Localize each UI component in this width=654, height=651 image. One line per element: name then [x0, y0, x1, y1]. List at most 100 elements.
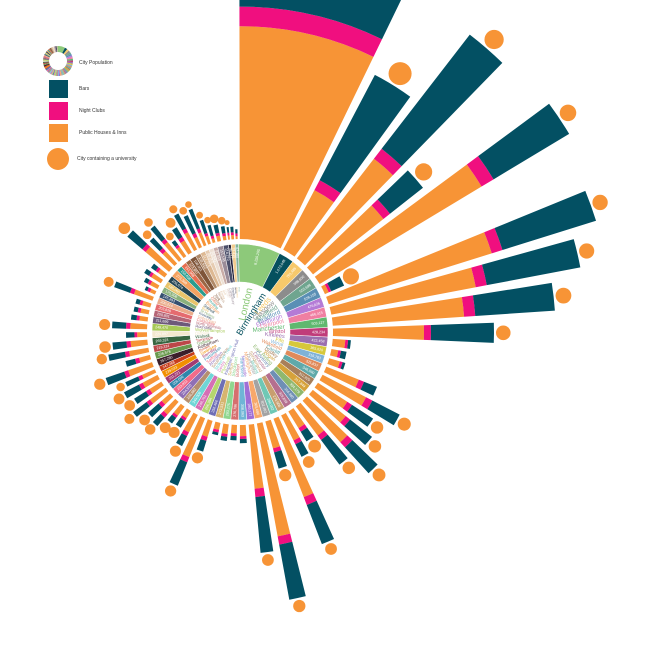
legend-donut-segment	[43, 62, 50, 66]
bar-bars-birmingham	[319, 74, 411, 194]
bar-night-clubs-aberdeen	[160, 410, 168, 418]
bar-pubs-belfast	[273, 416, 314, 498]
population-label-liverpool: 466,415	[310, 311, 324, 318]
legend-donut-segment	[54, 46, 57, 53]
bar-bars-tameside	[108, 351, 126, 361]
city-name-nottingham: Nottingham	[242, 351, 253, 376]
bar-pubs-bradford	[321, 284, 329, 295]
legend-donut-segment	[66, 63, 73, 67]
legend-donut-segment	[52, 46, 55, 53]
population-label-reading: 155,698	[180, 269, 192, 281]
legend-donut-segment	[44, 54, 51, 58]
population-label-sheffield: 552,698	[299, 283, 312, 294]
population-label-nottingham: 305,680	[253, 402, 260, 416]
bar-pubs-stockport	[221, 423, 229, 435]
bar-pubs-bath	[198, 232, 207, 247]
bar-bars-leicester	[300, 427, 314, 442]
population-label-sandwell: 308,063	[240, 404, 244, 417]
bar-bars-bradford	[327, 276, 345, 292]
legend-donut-segment	[65, 53, 72, 58]
population-label-doncaster: 302,402	[260, 400, 268, 414]
city-name-inverness: Inverness	[235, 287, 239, 299]
population-label-wolverhampton: 249,470	[155, 325, 168, 330]
legend-donut-segment	[44, 64, 51, 69]
bar-night-clubs-walsall	[126, 341, 132, 348]
city-name-bolton: Bolton	[235, 363, 241, 377]
bar-night-clubs-chester	[222, 233, 226, 237]
legend-donut-segment	[65, 65, 72, 70]
legend-donut-segment	[56, 46, 58, 53]
bar-bars-swansea	[123, 384, 142, 399]
bar-night-clubs-london	[239, 6, 383, 57]
city-name-chester: Chester	[231, 287, 237, 298]
university-marker-cambridge	[165, 232, 174, 241]
bar-night-clubs-edinburgh	[484, 227, 503, 254]
population-label-durham: 87,656	[214, 250, 221, 262]
bar-pubs-chester	[222, 235, 227, 241]
legend-label-night-clubs: Night Clubs	[79, 108, 105, 114]
bar-night-clubs-exeter	[192, 233, 198, 239]
university-marker-edinburgh	[592, 194, 608, 211]
bar-night-clubs-york	[178, 236, 185, 244]
population-label-st-helens: 175,308	[165, 289, 178, 299]
bar-pubs-leicester	[288, 408, 305, 429]
legend-donut-segment	[43, 62, 50, 65]
university-marker-canterbury	[209, 214, 219, 224]
bar-pubs-wolverhampton	[130, 323, 148, 330]
bar-bars-calderdale	[135, 298, 141, 305]
university-marker-birmingham	[388, 62, 412, 86]
legend-donut-segment	[60, 69, 63, 76]
bar-bars-dudley	[347, 404, 374, 427]
bar-night-clubs-bath	[196, 228, 202, 234]
legend-donut-segment	[62, 47, 68, 54]
legend-donut-segment	[66, 62, 73, 66]
city-name-perth: Perth	[237, 287, 240, 292]
bar-bars-leeds	[381, 34, 503, 167]
bar-night-clubs-swansea	[138, 382, 146, 390]
population-label-bolton: 276,786	[233, 404, 238, 417]
bar-night-clubs-stirling	[227, 232, 230, 236]
bar-pubs-gateshead	[133, 289, 154, 301]
city-name-oxford: Oxford	[210, 296, 220, 306]
bar-night-clubs-manchester	[461, 295, 476, 317]
legend-donut-segment	[46, 50, 52, 56]
bar-night-clubs-cardiff	[361, 397, 373, 410]
population-label-bath: 88,859	[206, 252, 214, 264]
bar-pubs-trafford	[139, 354, 152, 363]
population-label-manchester: 503,127	[311, 321, 324, 326]
university-marker-kingston-upon-hull	[191, 452, 204, 464]
bar-pubs-glasgow	[306, 205, 384, 275]
bar-night-clubs-st-helens	[147, 279, 153, 286]
bar-pubs-wirral	[327, 358, 340, 368]
city-name-walsall: Walsall	[195, 333, 210, 340]
bar-bars-durham	[207, 224, 214, 237]
bar-night-clubs-sefton	[212, 428, 220, 433]
bar-pubs-newcastle	[248, 423, 264, 489]
legend: City Population Bars Night Clubs Public …	[43, 46, 137, 170]
bar-night-clubs-canterbury	[215, 232, 220, 237]
bar-bars-cardiff	[367, 400, 400, 426]
university-marker-salford	[139, 414, 150, 426]
legend-donut-segment	[53, 69, 57, 76]
population-label-stirling: 36,142	[228, 247, 233, 258]
city-name-bath: Bath	[222, 289, 228, 296]
bar-bars-nottingham	[279, 541, 306, 600]
university-marker-belfast	[325, 543, 337, 555]
legend-item-pubs: Public Houses & Inns	[49, 124, 127, 142]
university-marker-lincoln	[196, 211, 203, 219]
bar-pubs-dundee	[141, 369, 157, 379]
population-label-perth: 47,180	[235, 247, 239, 258]
bar-night-clubs-north-tyneside	[137, 307, 142, 313]
bar-bars-edinburgh	[494, 190, 597, 250]
legend-donut-segment	[59, 69, 62, 76]
bar-pubs-barnsley	[149, 381, 164, 394]
legend-donut-segment	[43, 59, 50, 61]
bar-bars-fife	[339, 350, 347, 360]
bar-pubs-leeds	[296, 158, 393, 266]
legend-donut-segment	[66, 61, 73, 64]
city-name-rochdale: Rochdale	[195, 323, 213, 330]
bar-bars-wirral	[340, 362, 346, 370]
city-name-kirklees: Kirklees	[264, 332, 285, 340]
university-marker-bristol	[495, 325, 511, 341]
